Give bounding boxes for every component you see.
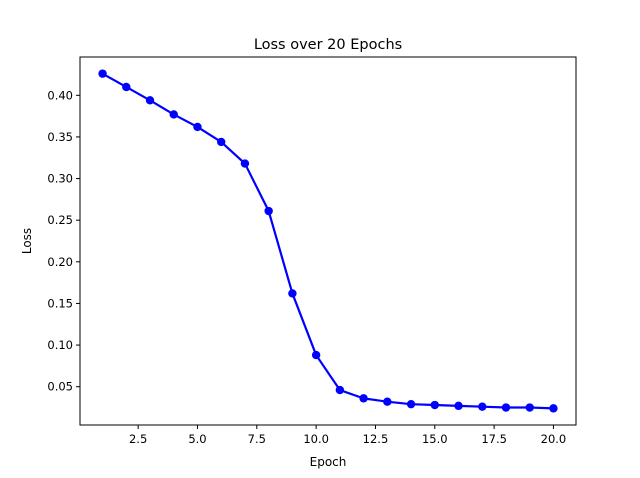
data-point	[145, 96, 155, 105]
y-tick-label: 0.35	[47, 130, 73, 144]
data-point	[217, 137, 226, 147]
y-tick-label: 0.40	[47, 88, 73, 102]
y-tick-label: 0.10	[47, 338, 73, 352]
data-point	[454, 401, 463, 411]
x-axis-label: Epoch	[310, 455, 347, 469]
x-tick-label: 12.5	[363, 432, 389, 446]
data-point	[240, 159, 250, 168]
loss-series-points	[98, 69, 558, 413]
y-axis-ticks: 0.05 0.10 0.15 0.20 0.25 0.30 0.35 0.40	[47, 88, 80, 394]
x-tick-label: 17.5	[481, 432, 507, 446]
plot-area-frame	[79, 56, 577, 426]
x-tick-label: 2.5	[129, 432, 147, 446]
data-point	[169, 110, 178, 119]
y-tick-label: 0.20	[47, 255, 73, 269]
data-point	[98, 69, 107, 78]
chart-title: Loss over 20 Epochs	[254, 37, 402, 53]
data-point	[311, 350, 321, 360]
data-point	[430, 400, 439, 410]
x-axis-ticks: 2.5 5.0 7.5 10.0 12.5 15.0 17.5 20.0	[129, 425, 566, 446]
data-point	[122, 82, 131, 92]
data-point	[383, 397, 392, 406]
data-point	[359, 394, 368, 403]
data-point	[478, 402, 487, 411]
data-point	[288, 289, 297, 298]
y-tick-label: 0.25	[47, 213, 73, 227]
x-tick-label: 5.0	[188, 432, 206, 446]
y-tick-label: 0.05	[47, 380, 73, 394]
data-point	[501, 403, 511, 412]
data-point	[549, 404, 558, 413]
x-tick-label: 10.0	[303, 432, 329, 446]
data-point	[335, 385, 345, 395]
x-tick-label: 15.0	[422, 432, 448, 446]
data-point	[406, 399, 416, 409]
data-point	[264, 206, 273, 216]
y-axis-label: Loss	[20, 228, 34, 254]
y-tick-label: 0.15	[47, 296, 73, 310]
x-tick-label: 7.5	[248, 432, 266, 446]
data-point	[525, 403, 534, 412]
data-point	[193, 122, 202, 132]
y-tick-label: 0.30	[47, 172, 73, 186]
x-tick-label: 20.0	[541, 432, 567, 446]
